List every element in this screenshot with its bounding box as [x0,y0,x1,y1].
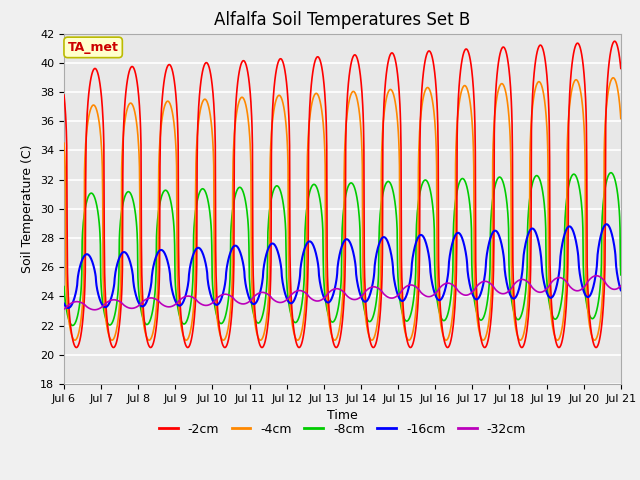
-2cm [184,345,192,350]
-2cm [617,66,625,72]
-2cm [429,59,437,64]
-8cm [502,192,509,198]
-32cm [184,293,192,299]
-4cm [184,336,192,341]
-16cm [617,288,625,293]
-32cm [502,290,509,296]
-4cm [502,90,509,96]
-32cm [91,307,99,312]
-8cm [68,323,76,328]
-4cm [551,334,559,340]
-32cm [617,283,625,289]
Legend: -2cm, -4cm, -8cm, -16cm, -32cm: -2cm, -4cm, -8cm, -16cm, -32cm [154,418,531,441]
-2cm [60,92,68,98]
Line: -2cm: -2cm [64,41,621,348]
-8cm [246,291,254,297]
-32cm [429,292,437,298]
-4cm [617,116,625,121]
-2cm [246,94,254,99]
-16cm [246,298,254,304]
-4cm [145,337,153,343]
-4cm [171,127,179,132]
-2cm [502,48,509,54]
-2cm [551,335,559,340]
-8cm [60,284,68,289]
-32cm [171,302,179,308]
-4cm [60,140,68,146]
-4cm [609,75,617,81]
Line: -16cm: -16cm [64,224,621,308]
-16cm [65,305,72,311]
-16cm [171,296,179,302]
-4cm [429,102,437,108]
-32cm [593,273,600,278]
-16cm [184,280,192,286]
-16cm [502,276,509,281]
Line: -8cm: -8cm [64,173,621,325]
Line: -32cm: -32cm [64,276,621,310]
-16cm [60,301,68,307]
-16cm [603,221,611,227]
-2cm [72,345,80,350]
Line: -4cm: -4cm [64,78,621,340]
-2cm [171,81,179,86]
-8cm [607,170,615,176]
Y-axis label: Soil Temperature (C): Soil Temperature (C) [22,144,35,273]
-8cm [429,207,437,213]
-32cm [246,298,254,303]
Title: Alfalfa Soil Temperatures Set B: Alfalfa Soil Temperatures Set B [214,11,470,29]
-8cm [184,314,192,320]
-16cm [551,289,559,295]
-8cm [551,316,559,322]
-8cm [617,272,625,278]
-16cm [429,285,437,291]
-8cm [171,242,179,248]
-2cm [611,38,618,44]
-32cm [551,276,559,282]
Text: TA_met: TA_met [68,41,118,54]
X-axis label: Time: Time [327,409,358,422]
-32cm [60,306,68,312]
-4cm [246,149,254,155]
